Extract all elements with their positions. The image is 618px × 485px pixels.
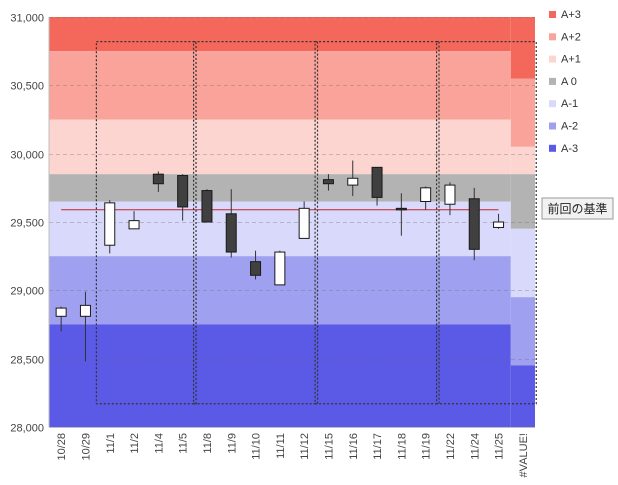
reference-line-label: 前回の基準 [547,201,607,216]
candle-body [152,173,164,185]
legend-swatch [549,11,556,18]
legend-swatch [549,33,556,41]
x-tick-label: 11/18 [396,433,408,460]
x-tick-label: 11/12 [299,433,311,460]
band-a1-shifted [510,146,535,175]
candles [55,160,505,362]
y-tick-label: 30,500 [10,81,44,93]
week-group-box [435,40,537,405]
y-tick-label: 30,000 [10,150,44,162]
band-a3 [49,17,511,52]
week-boxes [95,40,537,405]
week-group-box [314,40,440,405]
band-a3-shifted [510,365,535,427]
band-a1 [49,201,511,257]
candle-body [274,251,286,286]
zone-bands [49,17,535,427]
x-tick-label: 11/25 [494,433,506,460]
x-axis: 10/28 10/29 11/1 11/2 11/4 11/5 11/8 11/9 11/10 1… [49,427,535,477]
x-tick-label: 11/1 [105,433,117,454]
y-tick-label: 31,000 [10,13,44,25]
candle-body [395,207,407,211]
legend-label: A+3 [561,9,581,21]
band-a3-shifted [510,17,535,79]
legend-swatch [549,144,556,152]
candle-body [420,187,432,202]
candle-body [225,213,237,253]
candle-body [444,184,456,205]
y-tick-label: 29,500 [10,218,44,230]
band-a2 [49,51,511,120]
legend-label: A 0 [561,76,577,88]
candle-body [55,307,67,317]
candle-body [322,179,334,185]
legend-swatch [549,77,556,85]
candle-body [128,220,140,230]
band-a2-shifted [510,78,535,147]
legend-swatch [549,122,556,130]
legend: A+3 A+2 A+1 A 0 A-1 A-2 A-3 [549,9,581,155]
x-tick-label: 11/11 [275,433,287,459]
x-tick-label: #VALUE! [518,433,530,477]
callout-box [541,197,614,220]
legend-swatch [549,100,556,108]
y-tick-label: 29,000 [10,286,44,298]
legend-label: A-3 [561,143,578,155]
candle-body [201,190,213,223]
x-tick-label: 11/5 [178,433,190,454]
x-tick-label: 11/22 [445,433,457,460]
candle-body [468,198,480,250]
x-tick-label: 11/10 [251,433,263,460]
candle-body [177,175,189,208]
band-a2-shifted [510,297,535,366]
band-a0 [49,174,511,202]
legend-swatch [549,55,556,63]
x-tick-label: 11/9 [226,433,238,454]
y-axis: 28,000 28,500 29,000 29,500 30,000 30,500 31,0… [10,13,50,435]
legend-label: A-2 [561,121,578,133]
band-a1-shifted [510,228,535,298]
candle-body [79,304,91,317]
candle-body [298,207,310,239]
week-group-box [192,40,319,405]
candle-body [104,202,116,246]
week-group-box [95,40,197,405]
band-a3 [49,324,511,427]
candle-body [347,177,359,186]
candle-body [493,221,505,228]
y-tick-label: 28,500 [10,355,44,367]
x-tick-label: 11/17 [372,433,384,460]
legend-label: A-1 [561,98,578,110]
band-a1 [49,119,511,175]
x-tick-label: 11/16 [348,433,360,460]
reference-callout: 前回の基準 [541,197,614,220]
x-tick-label: 11/2 [129,433,141,454]
candle-body [250,261,262,276]
x-tick-label: 10/28 [56,433,68,461]
band-a0-shifted [510,174,535,229]
x-tick-label: 11/19 [421,433,433,460]
x-tick-label: 11/8 [202,433,214,454]
x-tick-label: 11/4 [153,433,165,454]
x-tick-label: 11/24 [469,433,481,460]
x-tick-label: 10/29 [80,433,92,461]
y-tick-label: 28,000 [10,423,44,435]
candle-body [371,166,383,198]
legend-label: A+1 [561,54,581,66]
x-tick-label: 11/15 [323,433,335,460]
legend-label: A+2 [561,31,581,43]
